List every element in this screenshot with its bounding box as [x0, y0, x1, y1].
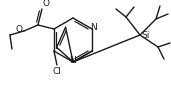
- Text: N: N: [90, 23, 96, 32]
- Text: O: O: [16, 26, 23, 35]
- Text: Si: Si: [141, 31, 149, 40]
- Text: O: O: [43, 0, 50, 8]
- Text: N: N: [70, 56, 76, 65]
- Text: Cl: Cl: [52, 67, 61, 76]
